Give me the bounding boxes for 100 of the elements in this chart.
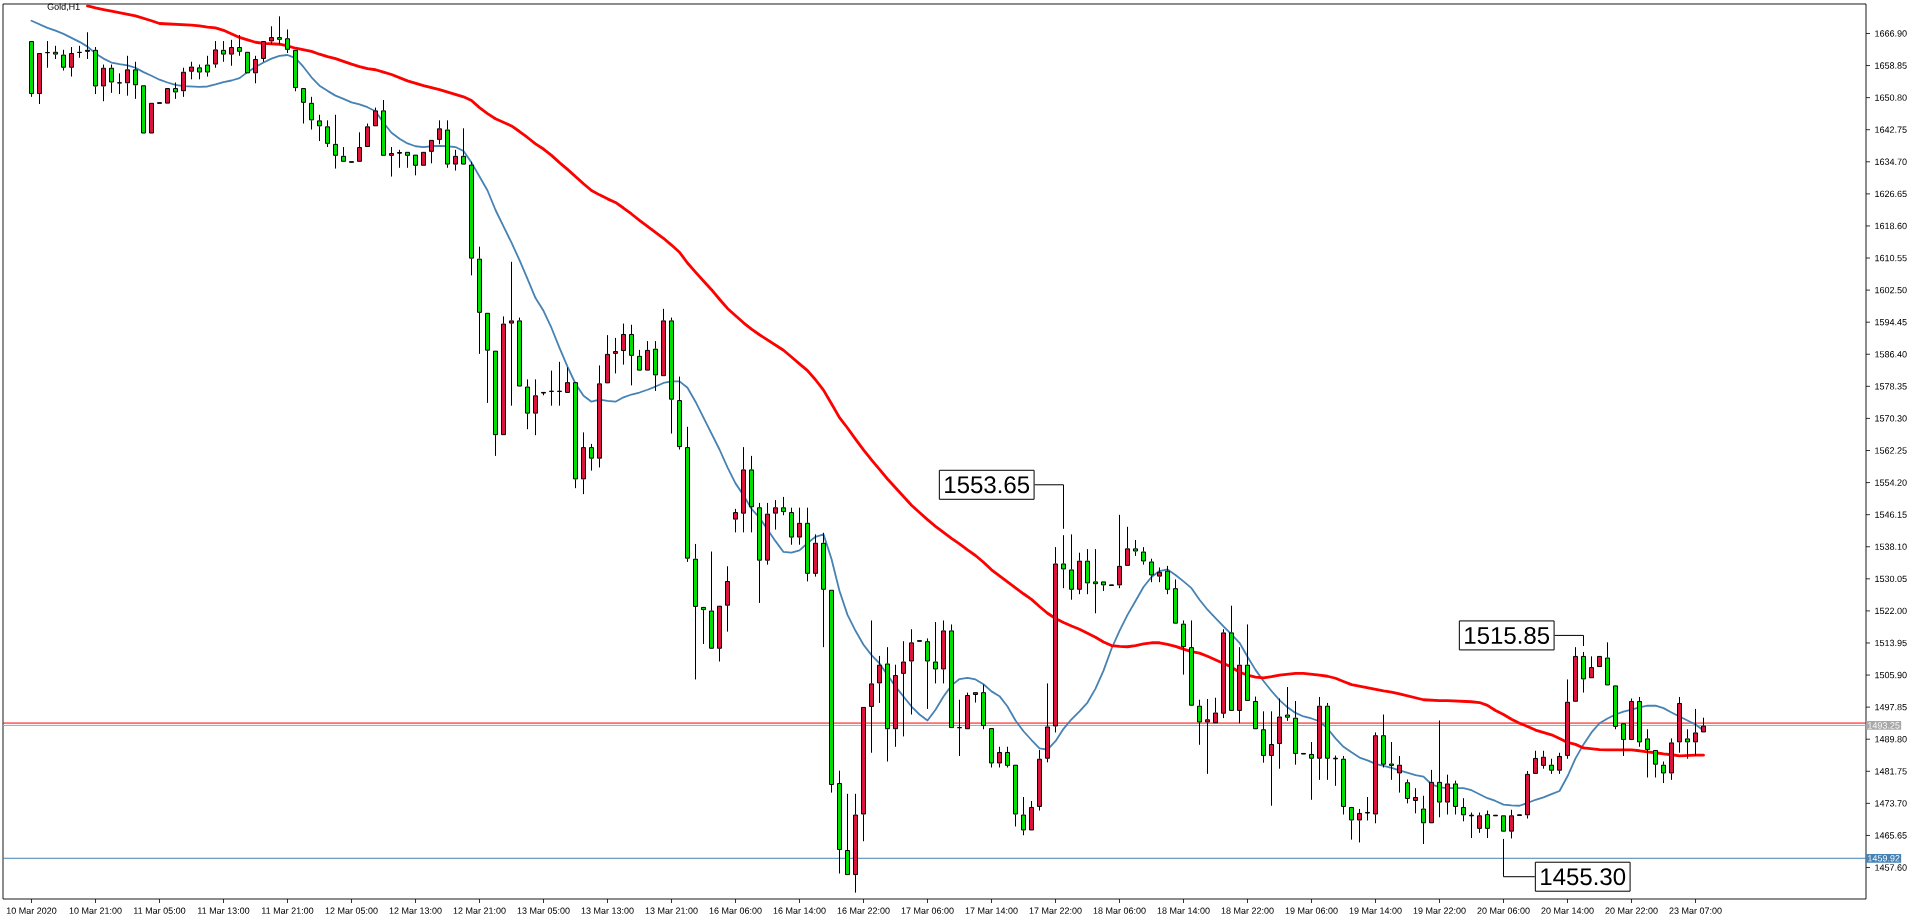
candlestick: [677, 376, 682, 450]
y-tick-label: 1530.05: [1875, 575, 1907, 582]
candlestick: [653, 340, 658, 392]
candlestick: [1357, 808, 1363, 843]
x-tick-label: 10 Mar 21:00: [69, 907, 122, 914]
y-tick-label: 1562.25: [1875, 447, 1907, 454]
x-tick-label: 11 Mar 05:00: [134, 907, 186, 914]
x-tick-label: 11 Mar 13:00: [198, 907, 250, 914]
y-tick-label: 1618.60: [1875, 222, 1907, 230]
candlestick: [957, 699, 962, 757]
x-tick-label: 12 Mar 13:00: [389, 907, 442, 914]
candlestick: [1181, 619, 1187, 676]
x-tick-label: 23 Mar 07:00: [1669, 907, 1722, 914]
candlestick: [781, 496, 786, 516]
candlestick: [69, 46, 74, 78]
candlestick: [1661, 761, 1667, 784]
candlestick: [1325, 702, 1331, 781]
candlestick: [1261, 710, 1267, 764]
candlestick: [1133, 539, 1138, 557]
candlestick: [557, 361, 562, 407]
candlestick: [725, 565, 730, 633]
candlestick: [509, 261, 514, 407]
candlestick: [1309, 741, 1315, 801]
candlestick: [1413, 787, 1419, 814]
candlestick: [53, 45, 58, 60]
x-tick-label: 10 Mar 2020: [6, 907, 57, 914]
candlestick: [237, 34, 242, 57]
candlestick: [1397, 755, 1403, 794]
candlestick: [877, 655, 882, 704]
candlestick: [893, 664, 898, 748]
candlestick: [389, 146, 394, 178]
candlestick: [797, 507, 802, 546]
candlestick: [613, 337, 618, 374]
candlestick: [1549, 758, 1555, 775]
y-tick-label: 1626.65: [1875, 190, 1907, 198]
candlestick: [1365, 796, 1371, 821]
candlestick: [1141, 546, 1147, 566]
y-tick-label: 1666.90: [1875, 30, 1907, 37]
candlestick: [837, 770, 842, 874]
x-tick-label: 20 Mar 06:00: [1477, 907, 1530, 914]
candlestick: [941, 619, 946, 684]
candlestick: [437, 119, 442, 145]
candlestick: [773, 499, 778, 531]
candlestick: [621, 323, 626, 366]
y-tick-label: 1650.80: [1875, 94, 1907, 101]
candlestick: [453, 149, 458, 172]
annotation: 1553.65: [945, 476, 1030, 494]
y-tick-label: 1513.95: [1875, 639, 1907, 647]
candlestick: [325, 119, 330, 148]
x-tick-label: 16 Mar 22:00: [837, 907, 890, 914]
candlestick: [1077, 552, 1082, 595]
y-tick-label: 1505.90: [1875, 671, 1907, 679]
x-tick-label: 13 Mar 13:00: [581, 907, 634, 914]
candlestick: [1301, 752, 1307, 755]
x-tick-label: 19 Mar 14:00: [1349, 907, 1402, 914]
candlestick: [253, 55, 258, 84]
annotation: 1455.30: [1541, 868, 1626, 886]
candlestick: [117, 72, 122, 95]
x-tick-label: 18 Mar 06:00: [1093, 907, 1146, 914]
y-tick-label: 1465.65: [1875, 832, 1907, 839]
candlestick: [869, 619, 874, 754]
candlestick: [109, 64, 114, 94]
candlestick: [821, 532, 826, 648]
candlestick: [765, 502, 770, 566]
candlestick: [181, 67, 186, 98]
candlestick: [757, 502, 762, 604]
x-tick-label: 11 Mar 21:00: [262, 907, 314, 914]
x-tick-label: 16 Mar 06:00: [709, 907, 762, 914]
candlestick: [1421, 795, 1427, 845]
candlestick: [549, 370, 554, 407]
candlestick: [693, 543, 698, 680]
candlestick: [1197, 699, 1203, 746]
candlestick: [1333, 755, 1339, 787]
candlestick: [333, 114, 338, 170]
candlestick: [1277, 698, 1283, 770]
x-tick-label: 18 Mar 22:00: [1221, 907, 1274, 914]
y-tick-label: 1554.20: [1875, 479, 1907, 486]
candlestick: [1557, 752, 1563, 775]
candlestick: [1285, 686, 1291, 722]
candlestick: [85, 31, 90, 60]
y-tick-label: 1497.85: [1875, 703, 1907, 711]
y-tick-label: 1594.45: [1875, 319, 1907, 326]
candlestick: [541, 391, 546, 396]
candlestick: [309, 96, 314, 131]
candlestick: [1525, 770, 1531, 819]
candlestick: [397, 149, 402, 169]
candlestick: [685, 426, 690, 563]
y-tick-label: 1658.85: [1875, 62, 1907, 69]
x-tick-label: 20 Mar 22:00: [1605, 907, 1658, 914]
candlestick: [901, 640, 906, 737]
candlestick: [1205, 698, 1211, 775]
candlestick: [589, 443, 594, 472]
y-tick-label: 1457.60: [1875, 864, 1907, 871]
candlestick: [925, 637, 930, 710]
candlestick: [1461, 797, 1467, 822]
x-tick-label: 13 Mar 05:00: [517, 907, 570, 914]
y-tick-label: 1570.30: [1875, 415, 1907, 422]
candlestick: [733, 508, 738, 533]
candlestick: [1341, 755, 1347, 816]
candlestick: [741, 446, 746, 533]
